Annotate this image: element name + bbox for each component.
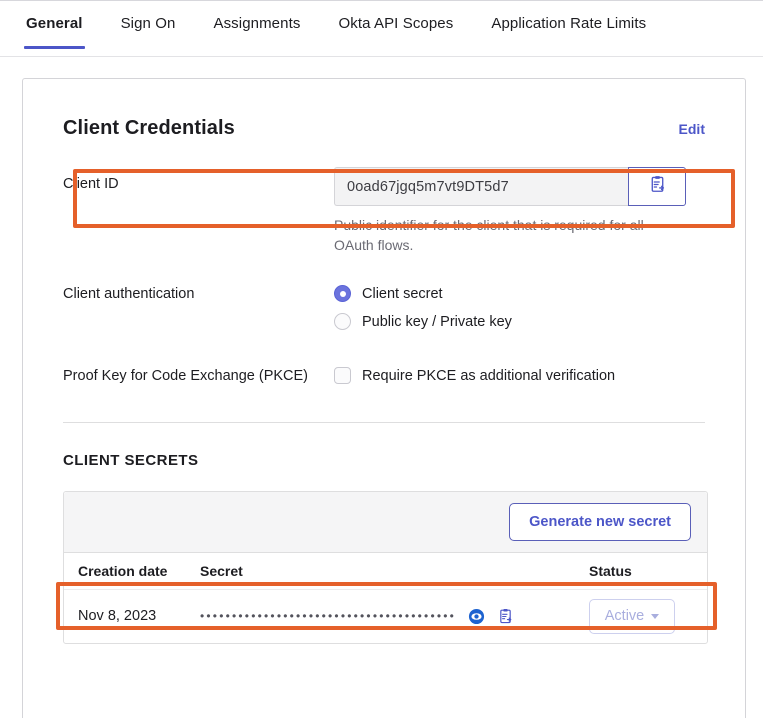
cell-creation-date: Nov 8, 2023 (78, 608, 157, 625)
client-credentials-header: Client Credentials Edit (63, 117, 705, 140)
generate-new-secret-button[interactable]: Generate new secret (509, 502, 691, 541)
tab-label: Assignments (213, 15, 301, 32)
client-authentication-row: Client authentication Client secret Publ… (63, 281, 705, 337)
tab-general[interactable]: General (24, 1, 85, 49)
radio-label: Client secret (362, 285, 443, 302)
general-settings-card: Client Credentials Edit Client ID 0oad67… (22, 78, 746, 718)
checkbox-unchecked-icon (334, 367, 351, 385)
tab-label: Okta API Scopes (338, 15, 454, 32)
tab-bar: General Sign On Assignments Okta API Sco… (0, 1, 763, 57)
cell-status: Active (589, 598, 693, 634)
column-header-creation-date: Creation date (78, 562, 168, 579)
radio-selected-icon (334, 285, 351, 303)
client-secrets-heading: CLIENT SECRETS (63, 451, 199, 469)
radio-unselected-icon (334, 313, 351, 331)
status-dropdown[interactable]: Active (589, 598, 675, 634)
clipboard-copy-icon (648, 175, 667, 199)
client-secrets-table: Generate new secret Creation date Secret… (56, 490, 717, 644)
tab-sign-on[interactable]: Sign On (121, 1, 176, 48)
column-header-secret: Secret (200, 562, 243, 579)
client-id-label: Client ID (63, 176, 119, 192)
table-header-row: Creation date Secret Status (64, 553, 707, 589)
copy-client-id-button[interactable] (628, 167, 686, 206)
clipboard-copy-icon[interactable] (497, 608, 514, 625)
pkce-label: Proof Key for Code Exchange (PKCE) (63, 367, 309, 384)
tab-assignments[interactable]: Assignments (213, 1, 300, 48)
tab-okta-api-scopes[interactable]: Okta API Scopes (338, 1, 453, 48)
status-badge: Active (604, 608, 645, 625)
tab-label: Sign On (120, 15, 176, 32)
edit-link[interactable]: Edit (678, 121, 705, 137)
page-title: Client Credentials (63, 117, 235, 139)
top-divider (0, 0, 763, 1)
cell-secret: •••••••••••••••••••••••••••••••••••••••• (200, 608, 589, 625)
radio-public-private-key[interactable]: Public key / Private key (334, 309, 705, 335)
radio-client-secret[interactable]: Client secret (334, 281, 705, 307)
chevron-down-icon (651, 613, 660, 619)
eye-icon[interactable] (468, 608, 485, 625)
column-header-status: Status (589, 562, 632, 579)
table-row: Nov 8, 2023 ••••••••••••••••••••••••••••… (64, 588, 707, 643)
tab-label: Application Rate Limits (491, 15, 647, 32)
client-id-input[interactable]: 0oad67jgq5m7vt9DT5d7 (334, 167, 628, 206)
checkbox-require-pkce[interactable]: Require PKCE as additional verification (334, 363, 705, 389)
client-authentication-label: Client authentication (63, 285, 195, 302)
client-id-row: Client ID 0oad67jgq5m7vt9DT5d7 (63, 167, 705, 256)
client-id-helper-text: Public identifier for the client that is… (334, 217, 644, 254)
tab-application-rate-limits[interactable]: Application Rate Limits (491, 1, 646, 48)
section-divider (63, 421, 705, 423)
radio-label: Public key / Private key (362, 313, 512, 330)
tab-label: General (26, 15, 83, 32)
client-id-field-group: 0oad67jgq5m7vt9DT5d7 (334, 167, 686, 206)
secret-masked-value: •••••••••••••••••••••••••••••••••••••••• (200, 610, 457, 623)
pkce-row: Proof Key for Code Exchange (PKCE) Requi… (63, 363, 705, 391)
checkbox-label: Require PKCE as additional verification (362, 367, 616, 384)
table-toolbar: Generate new secret (64, 491, 707, 553)
